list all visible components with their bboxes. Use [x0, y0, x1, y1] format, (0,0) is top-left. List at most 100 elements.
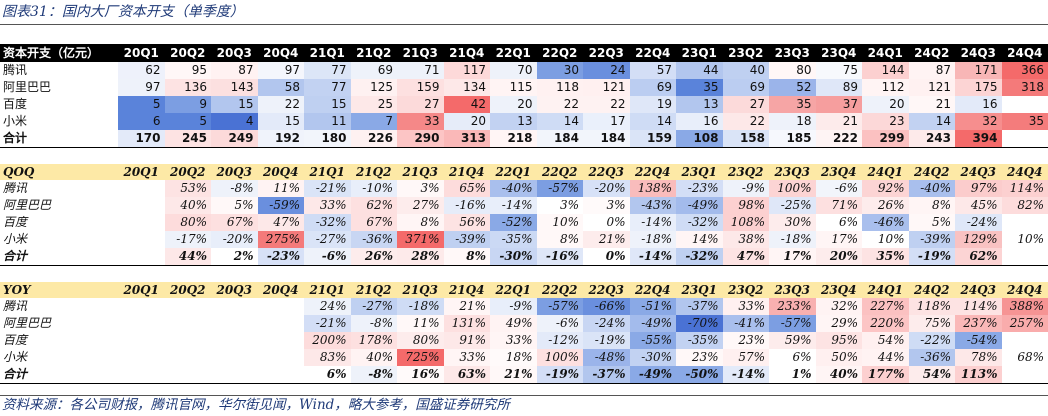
data-cell: 32 [955, 113, 1002, 130]
data-cell: 118 [536, 79, 583, 96]
data-cell: 83% [304, 349, 351, 366]
data-cell [118, 315, 165, 332]
table-row: 合计 6% -8% 16% 63% 21% -19% -37% -49% -50% -14% 1% 40… [0, 366, 1048, 384]
quarter-header: 22Q4 [629, 44, 676, 62]
row-label: 合计 [0, 248, 118, 266]
table-row: 阿里巴巴 -21% -8% 11% 131% 49% -6% -24% -49% -70% -41%… [0, 315, 1048, 332]
data-cell: 11% [397, 315, 444, 332]
data-cell: 16% [397, 366, 444, 384]
data-cell: 226 [350, 130, 397, 148]
data-cell: 65% [443, 180, 490, 197]
quarter-header: 23Q1 [676, 44, 723, 62]
table-row: 腾讯 62 95 87 97 77 69 71 117 70 30 24 57 44 40 80 75 144 87… [0, 62, 1048, 79]
data-cell [1001, 130, 1048, 148]
data-cell: 275% [257, 231, 304, 248]
data-cell: -50% [676, 366, 723, 384]
data-cell: 82% [1001, 197, 1048, 214]
data-cell: -52% [490, 214, 537, 231]
data-cell: 23 [862, 113, 909, 130]
data-cell: 17% [769, 248, 816, 266]
data-cell: 14 [536, 113, 583, 130]
data-cell [118, 231, 165, 248]
data-cell [211, 332, 258, 349]
data-cell: -14% [722, 366, 769, 384]
data-cell: 26% [350, 248, 397, 266]
row-label: 阿里巴巴 [3, 80, 52, 94]
data-cell: -16% [536, 248, 583, 266]
data-cell: 16 [676, 113, 723, 130]
data-cell: 50% [815, 349, 862, 366]
data-cell: 220% [862, 315, 909, 332]
data-cell: 40% [164, 197, 211, 214]
row-label: 百度 [3, 215, 28, 229]
data-cell [211, 315, 258, 332]
row-label: 小米 [3, 350, 28, 364]
data-cell: 33% [490, 332, 537, 349]
data-cell: -57% [769, 315, 816, 332]
data-cell: 113% [955, 366, 1002, 384]
quarter-header: 22Q3 [583, 164, 630, 180]
data-cell [257, 349, 304, 366]
quarter-header: 24Q2 [908, 164, 955, 180]
data-cell: 75% [908, 315, 955, 332]
data-cell: 115 [490, 79, 537, 96]
qoq-table-title: QOQ [0, 164, 118, 180]
quarter-header: 20Q3 [211, 164, 258, 180]
data-cell: 80% [164, 214, 211, 231]
data-cell: -54% [955, 332, 1002, 349]
data-cell [118, 298, 165, 315]
quarter-header: 21Q1 [304, 282, 351, 298]
quarter-header: 24Q2 [908, 44, 955, 62]
data-cell: 26% [862, 197, 909, 214]
data-cell: -9% [490, 298, 537, 315]
data-cell: -14% [629, 248, 676, 266]
data-cell: 13 [676, 96, 723, 113]
data-cell: 108 [676, 130, 723, 148]
title-divider [0, 24, 1048, 25]
data-cell: 177% [862, 366, 909, 384]
row-label: 小米 [3, 232, 28, 246]
data-cell: 27% [397, 197, 444, 214]
data-cell: -12% [536, 332, 583, 349]
data-cell: 40% [350, 349, 397, 366]
data-cell: -14% [629, 214, 676, 231]
quarter-header: 23Q1 [676, 164, 723, 180]
data-cell: 54% [908, 366, 955, 384]
data-cell: 18% [490, 349, 537, 366]
data-cell: -40% [908, 180, 955, 197]
data-cell: 9 [164, 96, 211, 113]
data-cell [118, 332, 165, 349]
data-cell: 23% [676, 349, 723, 366]
table-row: 阿里巴巴 97 136 143 58 77 125 159 134 115 118 121 69 35 69… [0, 79, 1048, 96]
data-cell [211, 366, 258, 384]
data-cell: 68% [1001, 349, 1048, 366]
capex-table-title: 资本开支（亿元） [0, 44, 118, 62]
quarter-header: 21Q2 [350, 282, 397, 298]
quarter-header: 23Q2 [722, 44, 769, 62]
quarter-header: 21Q3 [397, 44, 444, 62]
data-cell: 10% [536, 214, 583, 231]
data-cell: 20 [443, 113, 490, 130]
quarter-header: 21Q4 [443, 282, 490, 298]
data-cell: 23% [722, 332, 769, 349]
data-cell: -55% [629, 332, 676, 349]
data-cell: -51% [629, 298, 676, 315]
data-cell [164, 366, 211, 384]
data-cell: -24% [955, 214, 1002, 231]
data-cell: -48% [583, 349, 630, 366]
data-cell: -6% [536, 315, 583, 332]
data-cell: 71 [397, 62, 444, 79]
quarter-header: 24Q4 [1001, 282, 1048, 298]
data-cell: -30% [629, 349, 676, 366]
data-cell: -23% [257, 248, 304, 266]
data-cell: 63% [443, 366, 490, 384]
data-cell [257, 332, 304, 349]
quarter-header: 20Q3 [211, 282, 258, 298]
data-cell: 92% [862, 180, 909, 197]
data-cell: 16 [955, 96, 1002, 113]
data-cell: 10% [1001, 231, 1048, 248]
data-cell: -32% [304, 214, 351, 231]
data-cell: -9% [722, 180, 769, 197]
data-cell: 10% [862, 231, 909, 248]
data-cell: -18% [769, 231, 816, 248]
